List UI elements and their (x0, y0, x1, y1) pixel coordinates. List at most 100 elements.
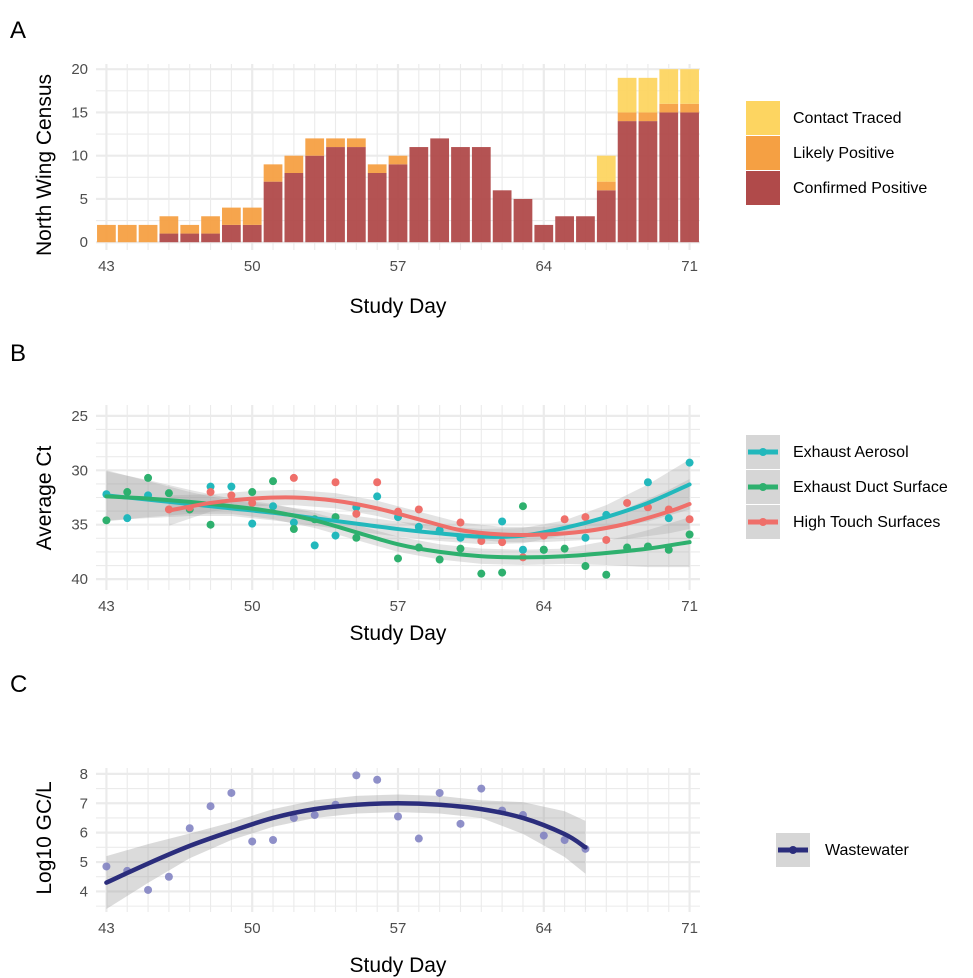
panel-c-x-ticks: 43 50 57 64 71 (98, 920, 698, 937)
bar-segment (409, 147, 429, 243)
panel-c-y-axis-label: Log10 GC/L (33, 781, 56, 894)
data-point (164, 489, 173, 498)
bar-segment (388, 155, 408, 165)
bar-segment (659, 69, 679, 104)
bar-segment (638, 77, 658, 113)
data-point (435, 555, 444, 564)
legend-key (746, 171, 780, 205)
legend-key-point (759, 448, 767, 456)
data-point (414, 522, 423, 531)
data-point (352, 771, 361, 780)
data-point (643, 478, 652, 487)
data-point (498, 517, 507, 526)
confidence-band (106, 471, 690, 568)
bar-segment (576, 216, 595, 243)
bar-segment (242, 207, 262, 225)
data-point (498, 568, 507, 577)
data-point (352, 533, 361, 542)
data-point (185, 824, 194, 833)
y-tick-label: 30 (71, 462, 88, 479)
data-point (206, 802, 215, 811)
bar-segment (659, 103, 679, 113)
legend-label: High Touch Surfaces (793, 514, 940, 531)
bar-segment (326, 147, 345, 243)
bar-segment (367, 173, 387, 243)
panel-a-y-axis-label: North Wing Census (33, 74, 56, 256)
y-tick-label: 35 (71, 517, 88, 534)
bar-segment (596, 190, 616, 243)
bar-segment (180, 233, 200, 243)
x-tick-label: 57 (390, 258, 407, 275)
y-tick-label: 6 (80, 825, 88, 842)
y-tick-label: 20 (71, 61, 88, 78)
data-point (435, 788, 444, 797)
y-tick-label: 4 (80, 883, 88, 900)
y-tick-label: 40 (71, 571, 88, 588)
legend-label: Contact Traced (793, 110, 902, 127)
data-point (289, 473, 298, 482)
panel-a-y-ticks: 0 5 10 15 20 (71, 61, 88, 251)
data-point (206, 520, 215, 529)
data-point (123, 488, 132, 497)
data-point (539, 831, 548, 840)
legend-key (746, 136, 780, 170)
legend-label: Exhaust Aerosol (793, 444, 909, 461)
bar-segment (138, 224, 158, 243)
data-point (602, 535, 611, 544)
bar-segment (201, 216, 220, 234)
data-point (248, 837, 257, 846)
data-point (456, 518, 465, 527)
data-point (685, 515, 694, 524)
x-tick-label: 71 (681, 258, 698, 275)
data-point (560, 544, 569, 553)
data-point (518, 545, 527, 554)
bar-segment (471, 147, 491, 243)
data-point (248, 519, 257, 528)
data-point (227, 482, 236, 491)
y-tick-label: 8 (80, 766, 88, 783)
data-point (206, 488, 215, 497)
data-point (102, 862, 111, 871)
data-point (331, 531, 340, 540)
legend-key (746, 101, 780, 135)
data-point (414, 834, 423, 843)
data-point (477, 537, 486, 546)
data-point (560, 836, 569, 844)
data-point (373, 478, 382, 487)
bar-segment (638, 121, 658, 243)
data-point (456, 544, 465, 553)
x-tick-label: 57 (390, 598, 407, 615)
data-point (248, 488, 257, 497)
data-point (310, 811, 319, 820)
confidence-band (168, 479, 690, 543)
bar-segment (367, 164, 387, 174)
panel-label-c: C (10, 671, 27, 698)
bar-segment (305, 155, 325, 243)
panel-b-x-axis-label: Study Day (350, 622, 447, 645)
data-point (394, 554, 402, 563)
data-point (269, 502, 278, 511)
bar-segment (222, 224, 241, 243)
legend-label: Exhaust Duct Surface (793, 479, 948, 496)
legend-label: Wastewater (825, 842, 910, 859)
panel-c-smooth-line (104, 801, 588, 885)
y-tick-label: 7 (80, 795, 88, 812)
panel-b-smooth-lines (104, 482, 692, 560)
panel-a-legend: Contact Traced Likely Positive Confirmed P… (746, 101, 927, 205)
data-point (456, 819, 465, 828)
data-point (373, 775, 382, 784)
panel-a-bars (97, 69, 699, 243)
bar-segment (305, 138, 325, 156)
data-point (664, 514, 673, 523)
data-point (498, 538, 507, 547)
data-point (581, 533, 590, 542)
data-point (352, 509, 361, 518)
bar-segment (534, 224, 554, 243)
legend-label: Likely Positive (793, 145, 894, 162)
bar-segment (659, 112, 679, 243)
bar-segment (388, 164, 408, 243)
data-point (394, 812, 402, 821)
x-tick-label: 71 (681, 598, 698, 615)
x-tick-label: 64 (535, 598, 552, 615)
data-point (269, 477, 278, 486)
